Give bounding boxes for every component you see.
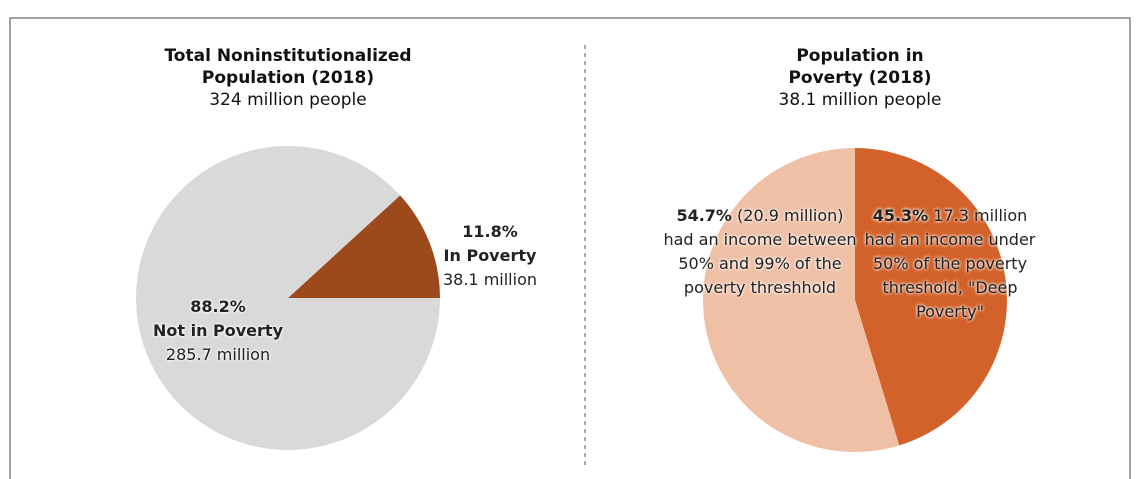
slice-description: 17.3 million had an income under 50% of …: [864, 206, 1036, 321]
chart-title: Total Noninstitutionalized Population (2…: [164, 46, 412, 88]
category-label: In Poverty: [443, 246, 537, 265]
frame: [9, 17, 1131, 479]
slice-label: 11.8% In Poverty 38.1 million: [420, 220, 560, 292]
category-label: Not in Poverty: [152, 321, 283, 340]
value-label: 11.8%: [462, 222, 518, 241]
chart-subtitle: 38.1 million people: [778, 90, 942, 110]
slice-label: 45.3% 17.3 million had an income under 5…: [860, 204, 1040, 324]
chart-subtitle: 324 million people: [209, 90, 367, 110]
value-label: 45.3%: [872, 206, 929, 225]
value-label: 88.2%: [190, 297, 246, 316]
pie-slice: [136, 145, 440, 451]
chart-title: Population in Poverty (2018): [788, 46, 932, 88]
slice-description: 38.1 million: [442, 270, 537, 289]
pie-slice: [288, 195, 441, 298]
slice-label: 88.2% Not in Poverty 285.7 million: [128, 295, 308, 367]
slice-label: 54.7% (20.9 million) had an income betwe…: [660, 204, 860, 300]
pie-slice: [703, 148, 900, 452]
chart-title-block: Total Noninstitutionalized Population (2…: [138, 45, 438, 111]
slice-description: (20.9 million) had an income between 50%…: [663, 206, 857, 297]
chart-title-block: Population in Poverty (2018) 38.1 million…: [770, 45, 950, 111]
value-label: 54.7%: [676, 206, 732, 225]
slice-description: 285.7 million: [165, 345, 271, 364]
pie-slice: [855, 148, 1008, 446]
